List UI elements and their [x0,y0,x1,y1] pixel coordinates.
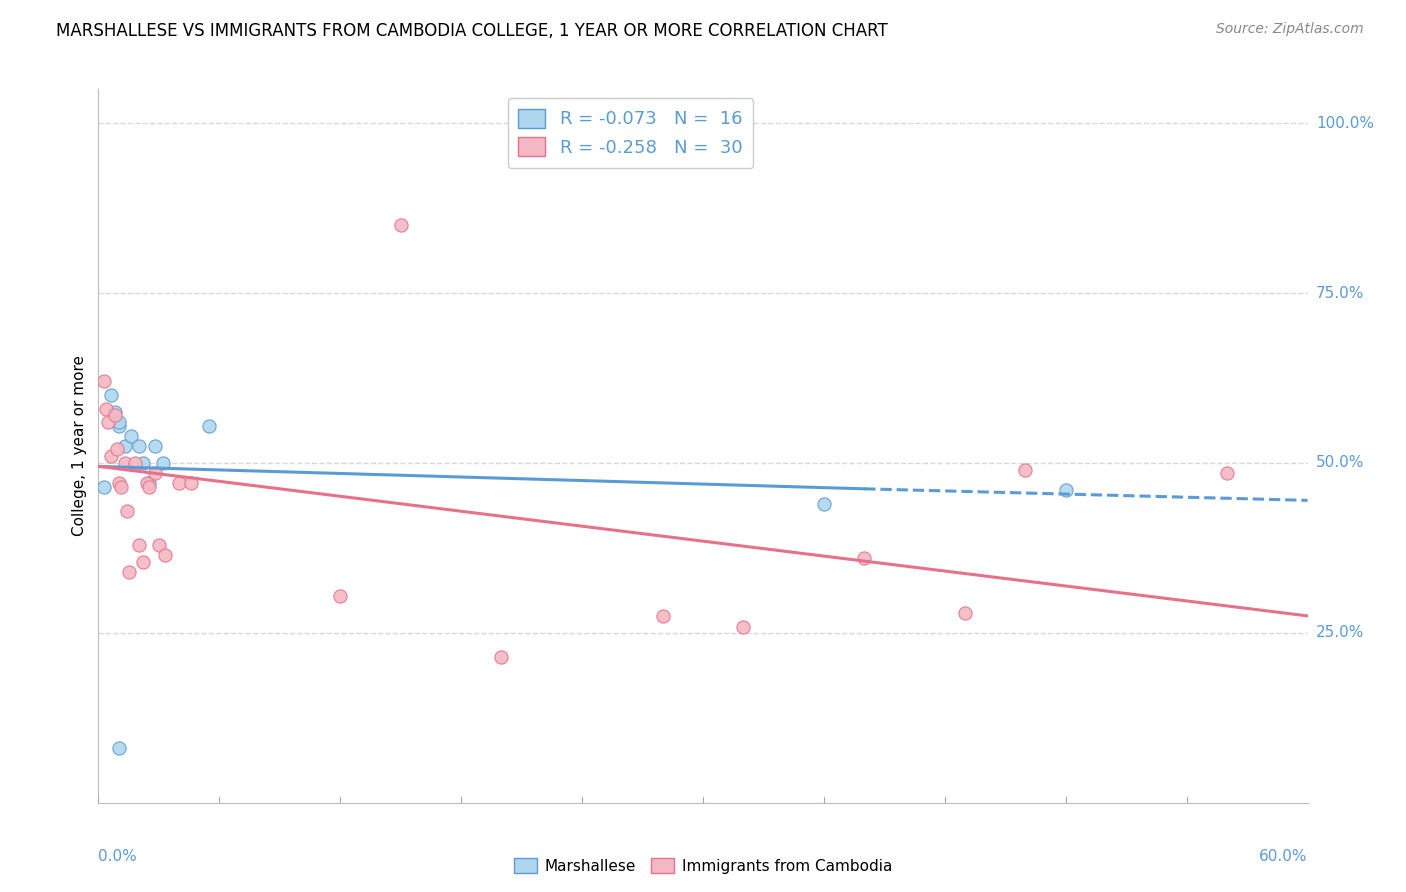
Point [124,456,146,470]
Point [128,439,150,453]
Point [107,741,129,756]
Point [143,439,166,453]
Point [100,388,122,402]
Point [733,620,755,634]
Text: 75.0%: 75.0% [1316,285,1364,301]
Text: 60.0%: 60.0% [1260,849,1308,864]
Text: MARSHALLESE VS IMMIGRANTS FROM CAMBODIA COLLEGE, 1 YEAR OR MORE CORRELATION CHAR: MARSHALLESE VS IMMIGRANTS FROM CAMBODIA … [56,22,889,40]
Point [132,555,155,569]
Point [120,429,142,443]
Point [93,375,115,389]
Point [103,409,125,423]
Point [110,480,132,494]
Point [148,537,170,551]
Point [389,218,412,232]
Point [198,418,221,433]
Text: Source: ZipAtlas.com: Source: ZipAtlas.com [1216,22,1364,37]
Point [143,466,166,480]
Point [329,589,352,603]
Point [115,503,138,517]
Point [93,480,115,494]
Point [107,415,129,429]
Point [128,537,150,551]
Point [491,649,513,664]
Point [167,476,190,491]
Point [100,449,122,463]
Point [152,456,174,470]
Point [107,418,129,433]
Text: 0.0%: 0.0% [98,849,138,864]
Text: 25.0%: 25.0% [1316,625,1364,640]
Point [1054,483,1077,498]
Point [132,456,155,470]
Point [105,442,128,457]
Point [153,548,176,562]
Text: 50.0%: 50.0% [1316,456,1364,470]
Point [180,476,202,491]
Text: 100.0%: 100.0% [1316,116,1374,131]
Legend: R = -0.073   N =  16, R = -0.258   N =  30: R = -0.073 N = 16, R = -0.258 N = 30 [508,98,754,168]
Point [118,565,141,579]
Point [138,480,160,494]
Point [953,606,976,620]
Point [97,415,120,429]
Point [138,476,160,491]
Point [114,456,136,470]
Point [96,401,118,416]
Point [853,551,876,566]
Point [813,497,835,511]
Point [651,608,673,623]
Y-axis label: College, 1 year or more: College, 1 year or more [72,356,87,536]
Point [107,476,129,491]
Legend: Marshallese, Immigrants from Cambodia: Marshallese, Immigrants from Cambodia [508,852,898,880]
Point [103,405,125,419]
Point [135,476,157,491]
Point [1014,463,1036,477]
Point [114,439,136,453]
Point [1216,466,1239,480]
